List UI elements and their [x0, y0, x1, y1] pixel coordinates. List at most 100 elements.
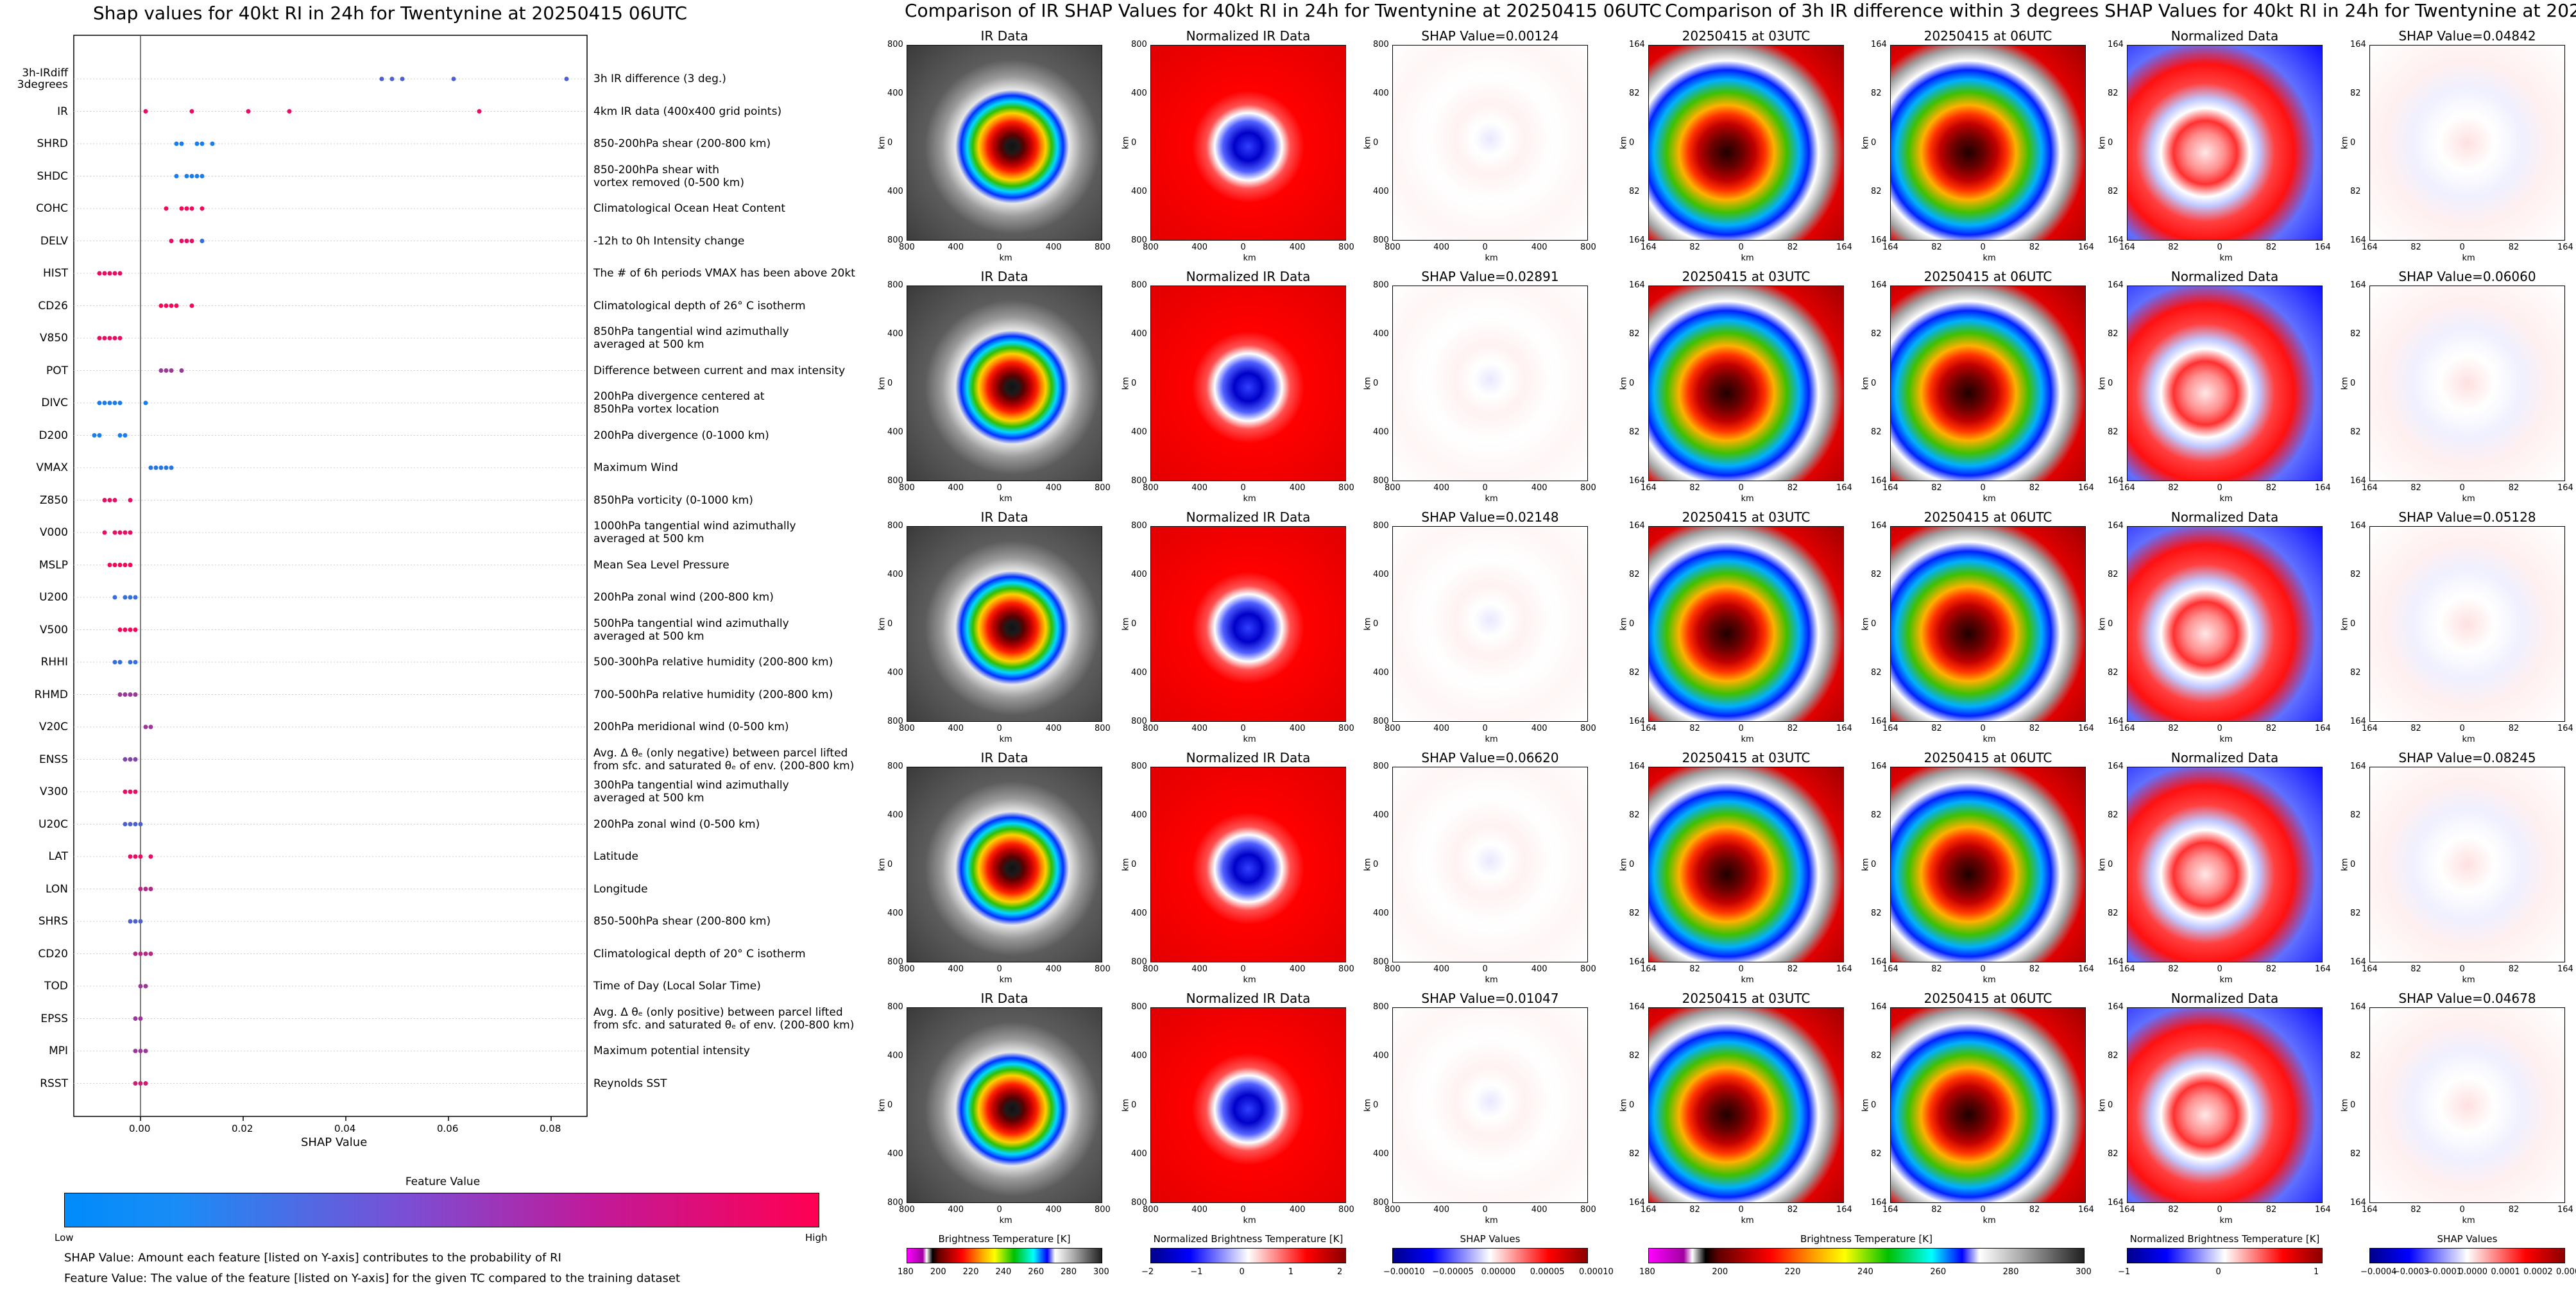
x-tick-label: 0 [1482, 724, 1488, 733]
x-tick-label: 0 [1482, 243, 1488, 252]
y-tick-label: 164 [2350, 476, 2366, 486]
shap-point [564, 76, 569, 81]
x-tick-label: 0 [2459, 964, 2465, 974]
x-tick-label: 164 [2119, 243, 2135, 252]
y-tick-label: 0 [2108, 1100, 2113, 1110]
y-tick-label: 400 [887, 908, 903, 918]
y-axis-label: km [2097, 1098, 2108, 1112]
x-tick-label: 0 [1738, 964, 1744, 974]
y-axis-label: km [1121, 617, 1131, 631]
x-tick-label: 164 [1641, 243, 1657, 252]
shap-point [123, 433, 128, 438]
y-tick-label: 800 [887, 235, 903, 245]
feature-label: EPSS [40, 1012, 68, 1025]
x-axis-label: km [1741, 1216, 1754, 1225]
colorbar-tick-label: 180 [1639, 1267, 1655, 1277]
diff-panel-title: Normalized Data [2171, 750, 2279, 765]
y-tick-label: 0 [2350, 1100, 2356, 1110]
y-tick-label: 164 [2108, 717, 2124, 726]
x-axis-label: km [999, 253, 1012, 263]
y-tick-label: 164 [2350, 1002, 2366, 1012]
x-tick-label: 82 [1787, 483, 1798, 493]
x-axis-label: km [1983, 975, 1996, 985]
x-tick-label: 800 [1338, 1205, 1354, 1215]
diff-panel-title: 20250415 at 06UTC [1923, 750, 2052, 765]
colorbar-tick-label: 0 [2215, 1267, 2221, 1277]
feature-description: 3h IR difference (3 deg.) [593, 73, 726, 85]
diff-image-panel [2369, 767, 2565, 962]
feature-description: Longitude [593, 882, 648, 896]
x-tick-label: 400 [1289, 1205, 1306, 1215]
x-tick-label: 82 [1787, 964, 1798, 974]
y-tick-label: 400 [1373, 89, 1389, 99]
y-tick-label: 0 [1629, 619, 1635, 629]
x-tick-label: 800 [1338, 243, 1354, 252]
x-axis-label: km [999, 735, 1012, 744]
feature-label: LON [46, 882, 68, 896]
x-tick-label: 400 [1191, 243, 1208, 252]
diff-image-panel [2369, 526, 2565, 722]
shap-point [133, 660, 138, 665]
y-tick-label: 82 [1629, 427, 1640, 437]
y-tick-label: 0 [1373, 619, 1379, 629]
x-axis-label: km [1983, 1216, 1996, 1225]
diff-panel-title: SHAP Value=0.04842 [2398, 28, 2536, 44]
y-tick-label: 0 [1629, 859, 1635, 869]
shap-point [102, 498, 107, 502]
y-tick-label: 0 [2108, 619, 2113, 629]
diff-panel-title: 20250415 at 06UTC [1923, 991, 2052, 1006]
x-axis-label: km [999, 975, 1012, 985]
ir-panel-title: SHAP Value=0.01047 [1421, 991, 1559, 1006]
x-tick-label: 800 [1580, 243, 1596, 252]
x-tick-label: 800 [899, 724, 915, 733]
x-tick-label: 0 [996, 483, 1002, 493]
feature-label: V000 [39, 526, 68, 539]
colorbar-tick-label: 220 [962, 1267, 979, 1277]
footnote-feature-value: Feature Value: The value of the feature … [64, 1272, 681, 1285]
feature-description: 850hPa tangential wind azimuthally averag… [593, 325, 789, 351]
y-axis-label: km [2340, 617, 2350, 631]
feature-description: Maximum Wind [593, 461, 678, 474]
ir-panel-title: IR Data [980, 509, 1028, 525]
x-tick-label: 0 [1980, 1205, 1986, 1215]
diff-shap-colorbar-label: SHAP Values [2437, 1233, 2498, 1245]
y-tick-label: 82 [2108, 570, 2119, 580]
diff-image-panel [2369, 286, 2565, 481]
y-tick-label: 0 [2350, 137, 2356, 148]
y-tick-label: 82 [1871, 570, 1882, 580]
x-tick-label: 400 [1433, 724, 1450, 733]
y-tick-label: 800 [1373, 521, 1389, 531]
y-axis-label: km [1619, 857, 1629, 871]
diff-panel-title: SHAP Value=0.05128 [2398, 509, 2536, 525]
shap-point [148, 887, 153, 891]
colorbar-tick-label: 240 [1857, 1267, 1873, 1277]
feature-label: V300 [39, 785, 68, 798]
y-tick-label: 400 [1131, 1051, 1147, 1061]
y-tick-label: 400 [1131, 908, 1147, 918]
x-tick-label: 400 [948, 1205, 964, 1215]
y-tick-label: 0 [1131, 619, 1137, 629]
x-axis-label: km [1485, 494, 1498, 504]
x-tick-label: 164 [2315, 483, 2331, 493]
feature-value-colorbar [64, 1193, 819, 1227]
x-axis-label: km [2462, 494, 2475, 504]
feature-label: LAT [48, 850, 68, 863]
feature-label: RHMD [34, 688, 68, 701]
feature-label: RSST [40, 1077, 68, 1090]
ir-panel-title: SHAP Value=0.02891 [1421, 269, 1559, 284]
y-tick-label: 400 [1131, 186, 1147, 196]
shap-point [143, 109, 148, 114]
x-tick-label: 800 [1385, 1205, 1401, 1215]
x-tick-label: 82 [2168, 964, 2179, 974]
x-tick-label: 164 [2362, 964, 2378, 974]
shap-point [189, 303, 194, 308]
y-tick-label: 82 [2108, 329, 2119, 339]
feature-description: Maximum potential intensity [593, 1045, 750, 1057]
y-axis-label: km [1121, 857, 1131, 871]
x-axis-label: km [1741, 494, 1754, 504]
feature-label: SHRD [37, 137, 68, 150]
x-tick-label: 82 [2508, 964, 2520, 974]
shap-point [112, 563, 117, 567]
x-tick-label: 800 [1095, 964, 1111, 974]
x-tick-label: 164 [1882, 243, 1898, 252]
